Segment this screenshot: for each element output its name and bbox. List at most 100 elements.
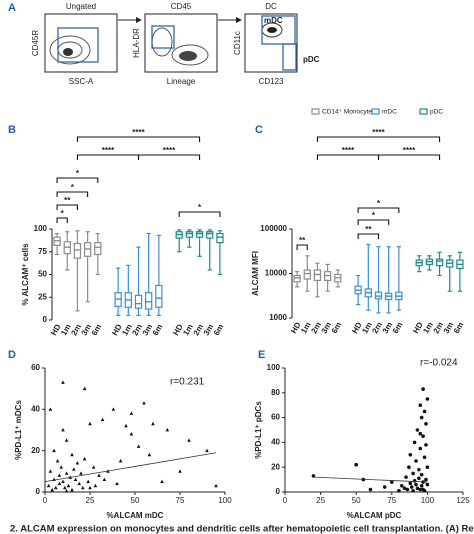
legend-label: CD14⁺ Monocytes	[322, 109, 376, 116]
point	[421, 387, 425, 391]
point	[124, 423, 128, 428]
significance-bracket	[357, 219, 390, 225]
y-axis-label: %PD-L1⁺ mDCs	[14, 400, 23, 460]
point	[59, 465, 63, 469]
point	[402, 486, 407, 491]
point	[61, 428, 65, 432]
point	[418, 446, 423, 451]
significance-bracket	[357, 207, 400, 213]
plot-frame	[244, 13, 298, 73]
box	[206, 231, 214, 239]
point	[425, 465, 430, 470]
point	[91, 465, 96, 469]
x-axis-label: %ALCAM mDC	[107, 511, 164, 520]
significance-bracket	[357, 233, 380, 239]
panel-letter: E	[258, 349, 265, 361]
x-tick-label: 50	[131, 496, 140, 505]
y-tick-label: 1000	[269, 313, 287, 322]
significance-bracket	[76, 136, 201, 142]
point	[64, 438, 69, 442]
point	[414, 482, 418, 487]
gate	[57, 27, 99, 63]
x-tick-label: 6m	[90, 323, 104, 338]
point	[79, 471, 83, 475]
point	[409, 485, 414, 489]
panel-letter: C	[255, 124, 263, 136]
x-axis-label: SSC-A	[69, 77, 94, 86]
significance-label: ****	[163, 146, 176, 155]
y-tick-label: 75	[38, 247, 47, 256]
point	[421, 487, 425, 492]
significance-label: ****	[372, 128, 385, 137]
x-tick-label: 100	[421, 496, 435, 505]
point	[418, 431, 423, 436]
point	[422, 455, 427, 460]
significance-bracket	[56, 191, 89, 197]
y-tick-label: 40	[31, 404, 40, 413]
y-tick-label: 100	[267, 363, 281, 372]
point	[424, 477, 428, 482]
gate	[151, 25, 175, 49]
significance-label: ****	[403, 146, 416, 155]
point	[397, 488, 401, 493]
box	[155, 284, 163, 308]
y-axis-label: CD45R	[31, 30, 40, 56]
point	[57, 481, 62, 486]
point	[115, 481, 119, 486]
significance-label: ****	[342, 146, 355, 155]
box	[134, 294, 143, 309]
point	[102, 477, 107, 481]
point	[424, 422, 428, 426]
box	[73, 242, 82, 259]
y-tick-label: 50	[38, 270, 47, 279]
point	[399, 484, 404, 488]
point	[165, 428, 170, 432]
gate-label: pDC	[303, 55, 320, 64]
significance-label: *	[377, 199, 381, 208]
y-axis-label: HLA-DR	[132, 28, 141, 58]
box	[145, 292, 153, 310]
contour	[267, 27, 277, 33]
x-axis-label: %ALCAM pDC	[347, 511, 402, 520]
significance-label: *	[372, 211, 376, 220]
point	[424, 443, 428, 447]
legend-swatch	[419, 108, 428, 115]
y-tick-label: 20	[271, 462, 280, 471]
point	[54, 485, 58, 490]
point	[419, 484, 424, 488]
point	[129, 411, 134, 415]
gate-label: mDC	[264, 16, 283, 25]
flow-plot: CD45 Lineage HLA-DR	[132, 2, 218, 86]
plot-title: CD45	[171, 2, 192, 11]
correlation-label: r=0.231	[170, 377, 205, 388]
point	[118, 459, 123, 463]
significance-bracket	[316, 154, 380, 160]
point	[97, 473, 101, 477]
point	[354, 462, 359, 467]
point	[129, 432, 134, 436]
legend-label: pDC	[430, 109, 443, 116]
significance-bracket	[377, 154, 441, 160]
point	[419, 415, 424, 420]
point	[46, 483, 51, 488]
significance-bracket	[56, 217, 68, 223]
point	[205, 448, 209, 453]
box	[94, 242, 102, 256]
contour	[179, 51, 197, 61]
significance-bracket	[137, 154, 201, 160]
point	[411, 471, 415, 476]
point	[147, 452, 152, 457]
point	[417, 467, 421, 472]
significance-bracket	[56, 204, 78, 210]
point	[111, 407, 116, 411]
x-tick-label: 25	[316, 496, 325, 505]
point	[57, 473, 62, 477]
significance-bracket	[76, 154, 140, 160]
point	[408, 481, 413, 486]
point	[52, 448, 56, 453]
point	[412, 479, 417, 483]
arrow-head	[236, 17, 242, 23]
point	[151, 421, 155, 426]
point	[160, 479, 164, 484]
